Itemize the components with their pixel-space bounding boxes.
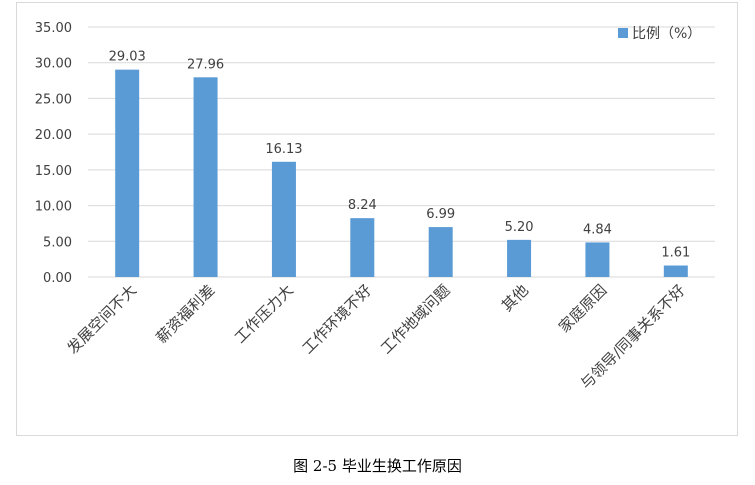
bar bbox=[350, 218, 375, 277]
y-tick-label: 25.00 bbox=[35, 92, 72, 107]
bar bbox=[663, 265, 688, 277]
bar-chart: 0.00 5.00 10.00 15.00 20.00 25.00 30.00 35.00 2… bbox=[35, 21, 715, 393]
x-axis: 发展空间不大 薪资福利差 工作压力大 工作环境不好 工作地域问题 其他 家庭原因与领导/同事… bbox=[64, 281, 689, 393]
category-label: 其他 bbox=[498, 281, 532, 315]
category-label: 发展空间不大 bbox=[64, 281, 140, 357]
data-label: 4.84 bbox=[583, 222, 612, 237]
y-tick-label: 5.00 bbox=[43, 235, 72, 250]
y-tick-label: 35.00 bbox=[35, 21, 72, 36]
figure-caption: 图 2-5 毕业生换工作原因 bbox=[293, 457, 462, 475]
category-label: 工作压力大 bbox=[231, 281, 297, 347]
data-label: 29.03 bbox=[109, 50, 146, 65]
grid-lines bbox=[88, 26, 715, 278]
y-tick-label: 15.00 bbox=[35, 164, 72, 179]
bars bbox=[115, 69, 688, 278]
y-tick-label: 10.00 bbox=[35, 200, 72, 215]
data-label: 16.13 bbox=[265, 142, 302, 157]
y-axis: 0.00 5.00 10.00 15.00 20.00 25.00 30.00 35.00 bbox=[35, 21, 72, 286]
y-tick-label: 30.00 bbox=[35, 57, 72, 72]
data-labels: 29.03 27.96 16.13 8.24 6.99 5.20 4.84 1.61 bbox=[109, 50, 691, 261]
data-label: 1.61 bbox=[661, 246, 690, 261]
bar bbox=[193, 77, 218, 278]
category-label: 薪资福利差 bbox=[153, 281, 219, 347]
bar bbox=[271, 161, 296, 277]
data-label: 27.96 bbox=[187, 57, 224, 72]
legend: 比例（%） bbox=[618, 26, 701, 42]
y-tick-label: 20.00 bbox=[35, 128, 72, 143]
bar bbox=[585, 242, 610, 277]
bar bbox=[507, 239, 532, 277]
data-label: 6.99 bbox=[426, 207, 455, 222]
data-label: 8.24 bbox=[348, 198, 377, 213]
legend-label: 比例（%） bbox=[632, 26, 701, 42]
category-label: 工作地域问题 bbox=[377, 281, 453, 357]
bar bbox=[115, 69, 140, 278]
bar bbox=[428, 227, 453, 277]
category-label: 家庭原因 bbox=[555, 281, 610, 336]
y-tick-label: 0.00 bbox=[43, 271, 72, 286]
legend-swatch bbox=[618, 28, 628, 38]
data-label: 5.20 bbox=[505, 220, 534, 235]
category-label: 工作环境不好 bbox=[299, 281, 375, 357]
